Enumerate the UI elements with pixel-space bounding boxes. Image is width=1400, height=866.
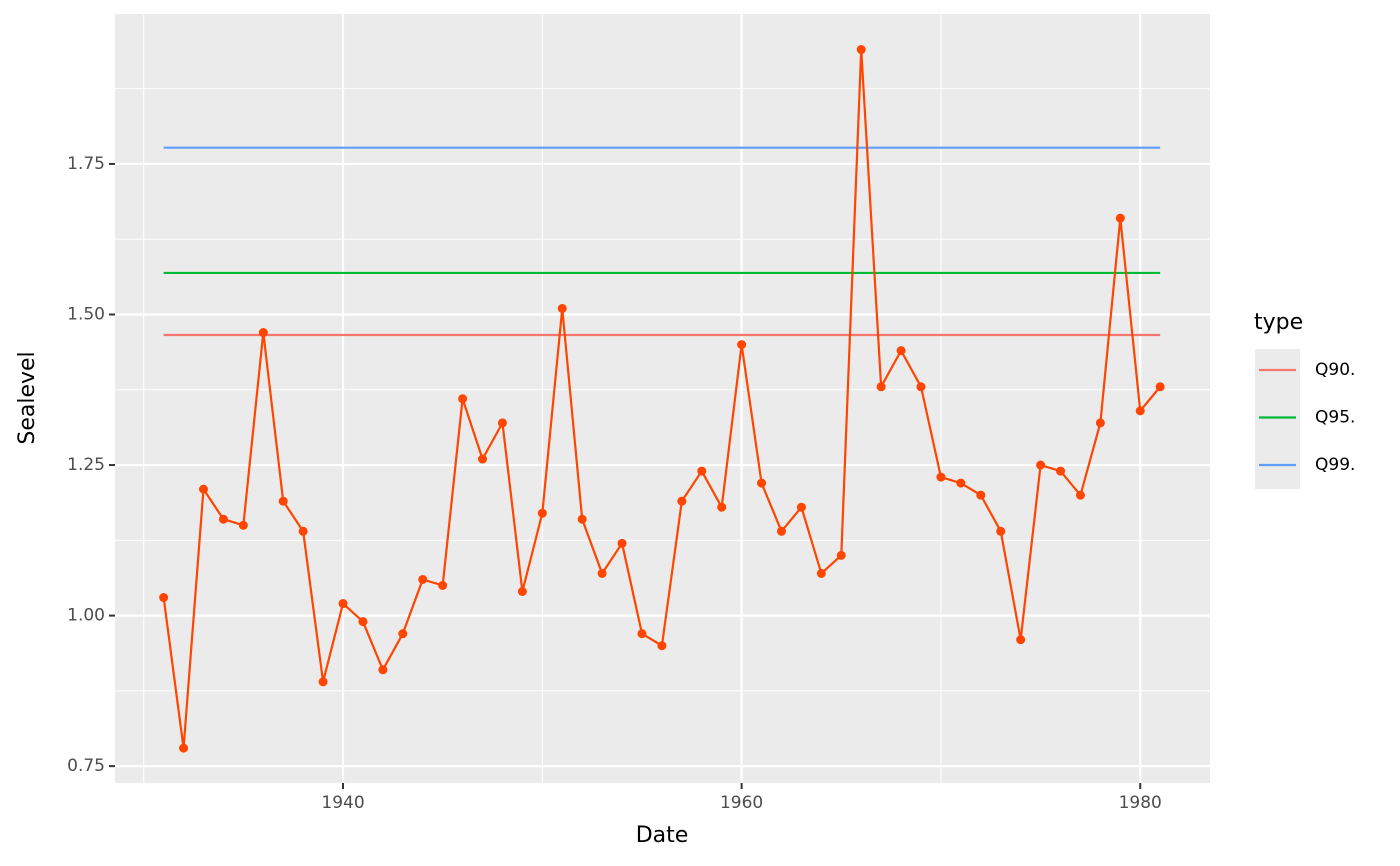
data-point: [318, 677, 328, 687]
data-point: [597, 568, 607, 578]
y-tick-label: 1.75: [67, 154, 105, 174]
data-point: [278, 496, 288, 506]
data-point: [1056, 466, 1066, 476]
data-point: [896, 346, 906, 356]
data-point: [517, 587, 527, 597]
y-tick-label: 1.50: [67, 304, 105, 324]
y-axis-title: Sealevel: [15, 351, 40, 444]
data-point: [198, 484, 208, 494]
data-point: [298, 526, 308, 536]
data-point: [258, 328, 268, 338]
data-point: [1115, 213, 1125, 223]
data-point: [916, 382, 926, 392]
data-point: [776, 526, 786, 536]
data-point: [398, 629, 408, 639]
data-point: [338, 599, 348, 609]
data-point: [458, 394, 468, 404]
data-point: [617, 538, 627, 548]
legend-title: type: [1254, 310, 1303, 335]
data-point: [976, 490, 986, 500]
x-tick-label: 1960: [720, 793, 763, 813]
data-point: [996, 526, 1006, 536]
data-point: [717, 502, 727, 512]
data-point: [1095, 418, 1105, 428]
data-point: [956, 478, 966, 488]
x-tick-label: 1980: [1119, 793, 1162, 813]
data-point: [238, 520, 248, 530]
data-point: [1075, 490, 1085, 500]
data-point: [557, 303, 567, 313]
data-point: [438, 580, 448, 590]
data-point: [737, 340, 747, 350]
y-tick-label: 1.00: [67, 606, 105, 626]
data-point: [218, 514, 228, 524]
legend-label: Q95.: [1315, 408, 1355, 428]
legend-label: Q99.: [1315, 455, 1355, 475]
data-point: [497, 418, 507, 428]
data-point: [159, 593, 169, 603]
data-point: [418, 574, 428, 584]
data-point: [1135, 406, 1145, 416]
data-point: [1016, 635, 1026, 645]
data-point: [478, 454, 488, 464]
legend-label: Q90.: [1315, 360, 1355, 380]
data-point: [657, 641, 667, 651]
data-point: [876, 382, 886, 392]
data-point: [697, 466, 707, 476]
data-point: [179, 743, 189, 753]
data-point: [577, 514, 587, 524]
data-point: [836, 550, 846, 560]
data-point: [358, 617, 368, 627]
data-point: [537, 508, 547, 518]
data-point: [378, 665, 388, 675]
x-axis-title: Date: [636, 823, 689, 848]
y-tick-label: 1.25: [67, 455, 105, 475]
data-point: [757, 478, 767, 488]
data-point: [816, 568, 826, 578]
data-point: [677, 496, 687, 506]
data-point: [637, 629, 647, 639]
data-point: [1036, 460, 1046, 470]
data-point: [936, 472, 946, 482]
data-point: [856, 45, 866, 55]
panel: [115, 14, 1210, 783]
y-tick-label: 0.75: [67, 756, 105, 776]
data-point: [796, 502, 806, 512]
x-tick-label: 1940: [321, 793, 364, 813]
data-point: [1155, 382, 1165, 392]
